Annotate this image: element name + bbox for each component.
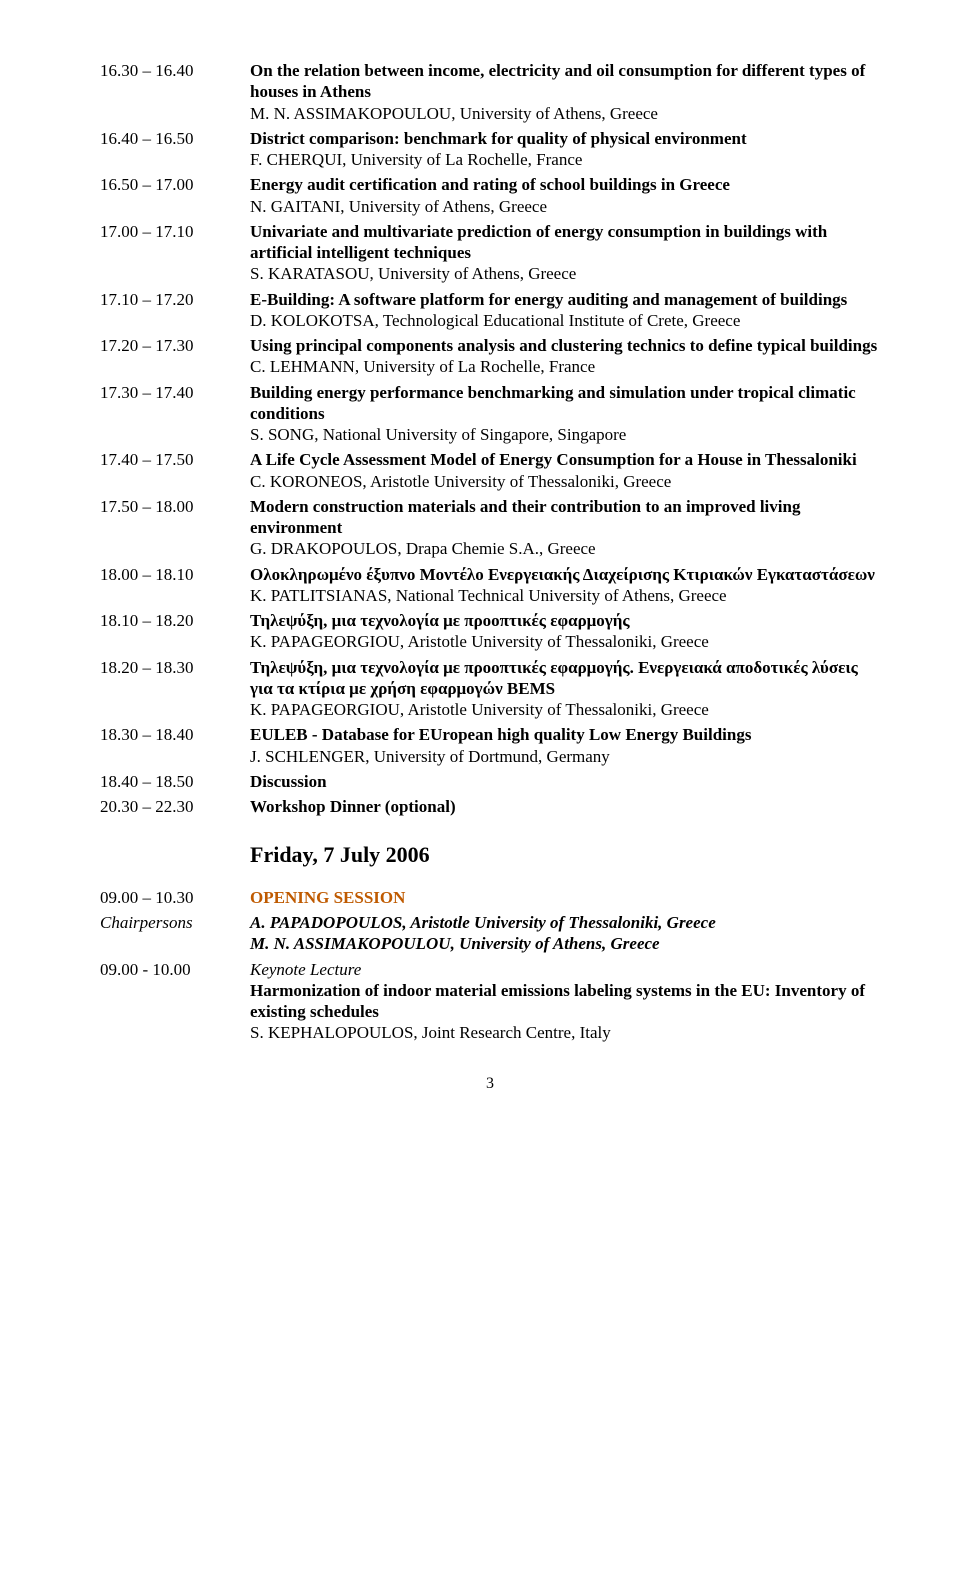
entry-author: K. PATLITSIANAS, National Technical Univ… — [250, 585, 880, 606]
entry-title: On the relation between income, electric… — [250, 60, 880, 103]
entry-content: E-Building: A software platform for ener… — [250, 289, 880, 332]
entry-content: Building energy performance benchmarking… — [250, 382, 880, 446]
entry-title: Modern construction materials and their … — [250, 496, 880, 539]
entry-content: EULEB - Database for EUropean high quali… — [250, 724, 880, 767]
schedule-entry: 18.30 – 18.40EULEB - Database for EUrope… — [100, 724, 880, 767]
entry-author: G. DRAKOPOULOS, Drapa Chemie S.A., Greec… — [250, 538, 880, 559]
chairpersons-row: Chairpersons A. PAPADOPOULOS, Aristotle … — [100, 912, 880, 955]
schedule-entry: 17.50 – 18.00Modern construction materia… — [100, 496, 880, 560]
entry-time: 16.50 – 17.00 — [100, 174, 250, 217]
entry-author: C. LEHMANN, University of La Rochelle, F… — [250, 356, 880, 377]
schedule-entry: 16.40 – 16.50District comparison: benchm… — [100, 128, 880, 171]
entry-author: D. KOLOKOTSA, Technological Educational … — [250, 310, 880, 331]
entry-content: Discussion — [250, 771, 880, 792]
entry-time: 18.30 – 18.40 — [100, 724, 250, 767]
entry-title: Τηλεψύξη, μια τεχνολογία με προοπτικές ε… — [250, 657, 880, 700]
entry-title: Workshop Dinner (optional) — [250, 796, 880, 817]
schedule-entry: 17.20 – 17.30Using principal components … — [100, 335, 880, 378]
schedule-entry: 18.20 – 18.30Τηλεψύξη, μια τεχνολογία με… — [100, 657, 880, 721]
entry-title: Univariate and multivariate prediction o… — [250, 221, 880, 264]
schedule-entry: 18.00 – 18.10Ολοκληρωμένο έξυπνο Μοντέλο… — [100, 564, 880, 607]
entry-author: M. N. ASSIMAKOPOULOU, University of Athe… — [250, 103, 880, 124]
entry-content: Univariate and multivariate prediction o… — [250, 221, 880, 285]
entry-title: District comparison: benchmark for quali… — [250, 128, 880, 149]
entry-content: A Life Cycle Assessment Model of Energy … — [250, 449, 880, 492]
keynote-time: 09.00 - 10.00 — [100, 959, 250, 1044]
entry-time: 18.10 – 18.20 — [100, 610, 250, 653]
chairperson-2: M. N. ASSIMAKOPOULOU, University of Athe… — [250, 933, 880, 954]
entry-time: 17.00 – 17.10 — [100, 221, 250, 285]
schedule-entry: 17.30 – 17.40Building energy performance… — [100, 382, 880, 446]
entry-content: Τηλεψύξη, μια τεχνολογία με προοπτικές ε… — [250, 610, 880, 653]
entry-content: Τηλεψύξη, μια τεχνολογία με προοπτικές ε… — [250, 657, 880, 721]
entry-time: 18.00 – 18.10 — [100, 564, 250, 607]
keynote-title: Harmonization of indoor material emissio… — [250, 980, 880, 1023]
schedule-entry: 17.10 – 17.20E-Building: A software plat… — [100, 289, 880, 332]
entry-author: F. CHERQUI, University of La Rochelle, F… — [250, 149, 880, 170]
opening-time: 09.00 – 10.30 — [100, 887, 250, 908]
day-heading: Friday, 7 July 2006 — [250, 841, 880, 869]
entry-content: Modern construction materials and their … — [250, 496, 880, 560]
entry-time: 16.40 – 16.50 — [100, 128, 250, 171]
entry-author: N. GAITANI, University of Athens, Greece — [250, 196, 880, 217]
entry-time: 18.40 – 18.50 — [100, 771, 250, 792]
opening-session-label: OPENING SESSION — [250, 888, 405, 907]
entry-time: 17.40 – 17.50 — [100, 449, 250, 492]
entry-title: E-Building: A software platform for ener… — [250, 289, 880, 310]
entry-author: C. KORONEOS, Aristotle University of The… — [250, 471, 880, 492]
chairperson-1: A. PAPADOPOULOS, Aristotle University of… — [250, 912, 880, 933]
entry-content: Ολοκληρωμένο έξυπνο Μοντέλο Ενεργειακής … — [250, 564, 880, 607]
entry-title: Ολοκληρωμένο έξυπνο Μοντέλο Ενεργειακής … — [250, 564, 880, 585]
entry-author: K. PAPAGEORGIOU, Aristotle University of… — [250, 631, 880, 652]
entry-title: Using principal components analysis and … — [250, 335, 880, 356]
entry-title: Discussion — [250, 771, 880, 792]
entry-time: 17.30 – 17.40 — [100, 382, 250, 446]
schedule-entry: 18.10 – 18.20Τηλεψύξη, μια τεχνολογία με… — [100, 610, 880, 653]
schedule-entry: 17.00 – 17.10Univariate and multivariate… — [100, 221, 880, 285]
entry-time: 18.20 – 18.30 — [100, 657, 250, 721]
keynote-row: 09.00 - 10.00 Keynote Lecture Harmonizat… — [100, 959, 880, 1044]
schedule-entry: 17.40 – 17.50A Life Cycle Assessment Mod… — [100, 449, 880, 492]
entry-title: Energy audit certification and rating of… — [250, 174, 880, 195]
entry-title: Building energy performance benchmarking… — [250, 382, 880, 425]
keynote-author: S. KEPHALOPOULOS, Joint Research Centre,… — [250, 1022, 880, 1043]
entry-content: On the relation between income, electric… — [250, 60, 880, 124]
entry-author: J. SCHLENGER, University of Dortmund, Ge… — [250, 746, 880, 767]
entry-content: District comparison: benchmark for quali… — [250, 128, 880, 171]
entry-title: A Life Cycle Assessment Model of Energy … — [250, 449, 880, 470]
entry-time: 17.10 – 17.20 — [100, 289, 250, 332]
entry-content: Workshop Dinner (optional) — [250, 796, 880, 817]
keynote-lecture-label: Keynote Lecture — [250, 959, 880, 980]
entry-title: EULEB - Database for EUropean high quali… — [250, 724, 880, 745]
entry-time: 16.30 – 16.40 — [100, 60, 250, 124]
schedule-list: 16.30 – 16.40On the relation between inc… — [100, 60, 880, 817]
entry-author: S. KARATASOU, University of Athens, Gree… — [250, 263, 880, 284]
schedule-entry: 18.40 – 18.50Discussion — [100, 771, 880, 792]
opening-session-row: 09.00 – 10.30 OPENING SESSION — [100, 887, 880, 908]
schedule-entry: 16.50 – 17.00Energy audit certification … — [100, 174, 880, 217]
chairpersons-label: Chairpersons — [100, 912, 250, 955]
schedule-entry: 20.30 – 22.30Workshop Dinner (optional) — [100, 796, 880, 817]
entry-content: Energy audit certification and rating of… — [250, 174, 880, 217]
entry-author: K. PAPAGEORGIOU, Aristotle University of… — [250, 699, 880, 720]
entry-time: 17.20 – 17.30 — [100, 335, 250, 378]
entry-time: 20.30 – 22.30 — [100, 796, 250, 817]
entry-title: Τηλεψύξη, μια τεχνολογία με προοπτικές ε… — [250, 610, 880, 631]
entry-author: S. SONG, National University of Singapor… — [250, 424, 880, 445]
page-number: 3 — [100, 1074, 880, 1094]
entry-content: Using principal components analysis and … — [250, 335, 880, 378]
schedule-entry: 16.30 – 16.40On the relation between inc… — [100, 60, 880, 124]
entry-time: 17.50 – 18.00 — [100, 496, 250, 560]
